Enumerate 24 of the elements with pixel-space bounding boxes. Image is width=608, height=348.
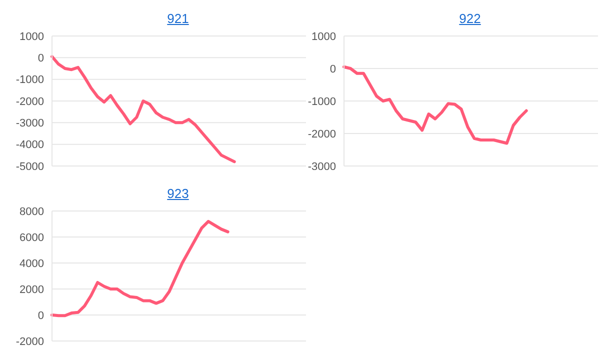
y-tick-label: 0 <box>38 310 44 322</box>
y-tick-label: 6000 <box>20 232 44 244</box>
y-tick-label: 1000 <box>20 30 44 43</box>
chart-title: 922 <box>458 10 482 28</box>
chart-title: 923 <box>166 185 190 203</box>
line-series <box>342 65 528 145</box>
y-tick-label: -2000 <box>16 336 44 348</box>
y-tick-label: -2000 <box>16 96 44 108</box>
y-tick-label: 8000 <box>20 206 44 218</box>
line-series <box>50 220 230 318</box>
y-tick-label: 0 <box>330 63 336 76</box>
y-tick-label: -4000 <box>16 139 44 152</box>
y-tick-label: 1000 <box>312 30 336 43</box>
y-tick-label: -1000 <box>308 96 336 108</box>
y-tick-label: 4000 <box>20 258 44 270</box>
y-tick-label: 0 <box>38 52 44 65</box>
line-series <box>50 55 236 164</box>
y-tick-label: -1000 <box>16 74 44 86</box>
y-tick-label: 2000 <box>20 284 44 296</box>
chart-title: 921 <box>166 10 190 28</box>
y-tick-label: -3000 <box>16 118 44 130</box>
y-tick-label: -3000 <box>308 160 336 173</box>
y-tick-label: -2000 <box>308 128 336 140</box>
y-tick-label: -5000 <box>16 160 44 173</box>
